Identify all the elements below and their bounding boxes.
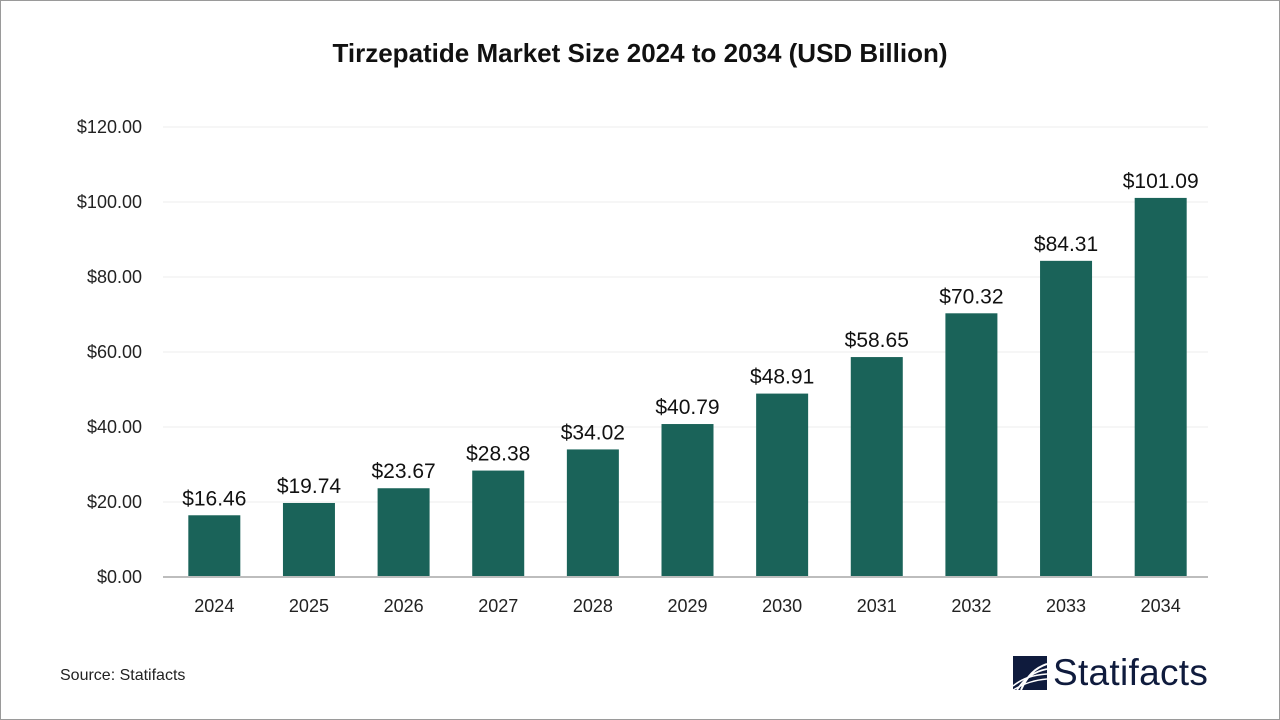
y-tick-label: $120.00 [77, 117, 142, 137]
y-tick-label: $60.00 [87, 342, 142, 362]
y-tick-label: $40.00 [87, 417, 142, 437]
x-tick-label: 2024 [194, 596, 234, 616]
data-label: $34.02 [561, 421, 625, 444]
bar [1134, 197, 1187, 577]
x-tick-label: 2025 [289, 596, 329, 616]
chart-title: Tirzepatide Market Size 2024 to 2034 (US… [332, 38, 948, 68]
data-label: $19.74 [277, 475, 342, 498]
bar [850, 357, 903, 577]
bar [756, 393, 809, 577]
logo-text: Statifacts [1053, 652, 1209, 693]
x-tick-label: 2032 [951, 596, 991, 616]
data-label: $84.31 [1034, 233, 1098, 256]
data-label: $48.91 [750, 366, 814, 389]
data-label: $40.79 [655, 396, 719, 419]
x-tick-label: 2026 [384, 596, 424, 616]
x-tick-label: 2033 [1046, 596, 1086, 616]
data-label: $58.65 [845, 329, 909, 352]
y-tick-label: $100.00 [77, 192, 142, 212]
statifacts-logo: Statifacts [1013, 652, 1208, 694]
y-tick-label: $0.00 [97, 567, 142, 587]
bar [472, 470, 525, 577]
x-tick-label: 2030 [762, 596, 802, 616]
data-label: $23.67 [371, 460, 435, 483]
data-label: $28.38 [466, 443, 530, 466]
bar [1040, 260, 1093, 577]
bar [188, 515, 241, 577]
data-label: $101.09 [1123, 170, 1199, 193]
bar [661, 424, 714, 577]
x-tick-label: 2028 [573, 596, 613, 616]
bar [566, 449, 619, 577]
x-tick-label: 2031 [857, 596, 897, 616]
y-tick-label: $80.00 [87, 267, 142, 287]
x-tick-label: 2027 [478, 596, 518, 616]
bar [945, 313, 998, 577]
y-tick-label: $20.00 [87, 492, 142, 512]
bar [282, 502, 335, 577]
x-tick-label: 2034 [1141, 596, 1181, 616]
statifacts-logo-icon [1013, 656, 1047, 690]
x-tick-label: 2029 [667, 596, 707, 616]
data-label: $70.32 [939, 285, 1003, 308]
source-note: Source: Statifacts [60, 667, 186, 684]
data-label: $16.46 [182, 487, 246, 510]
bar [377, 488, 430, 577]
